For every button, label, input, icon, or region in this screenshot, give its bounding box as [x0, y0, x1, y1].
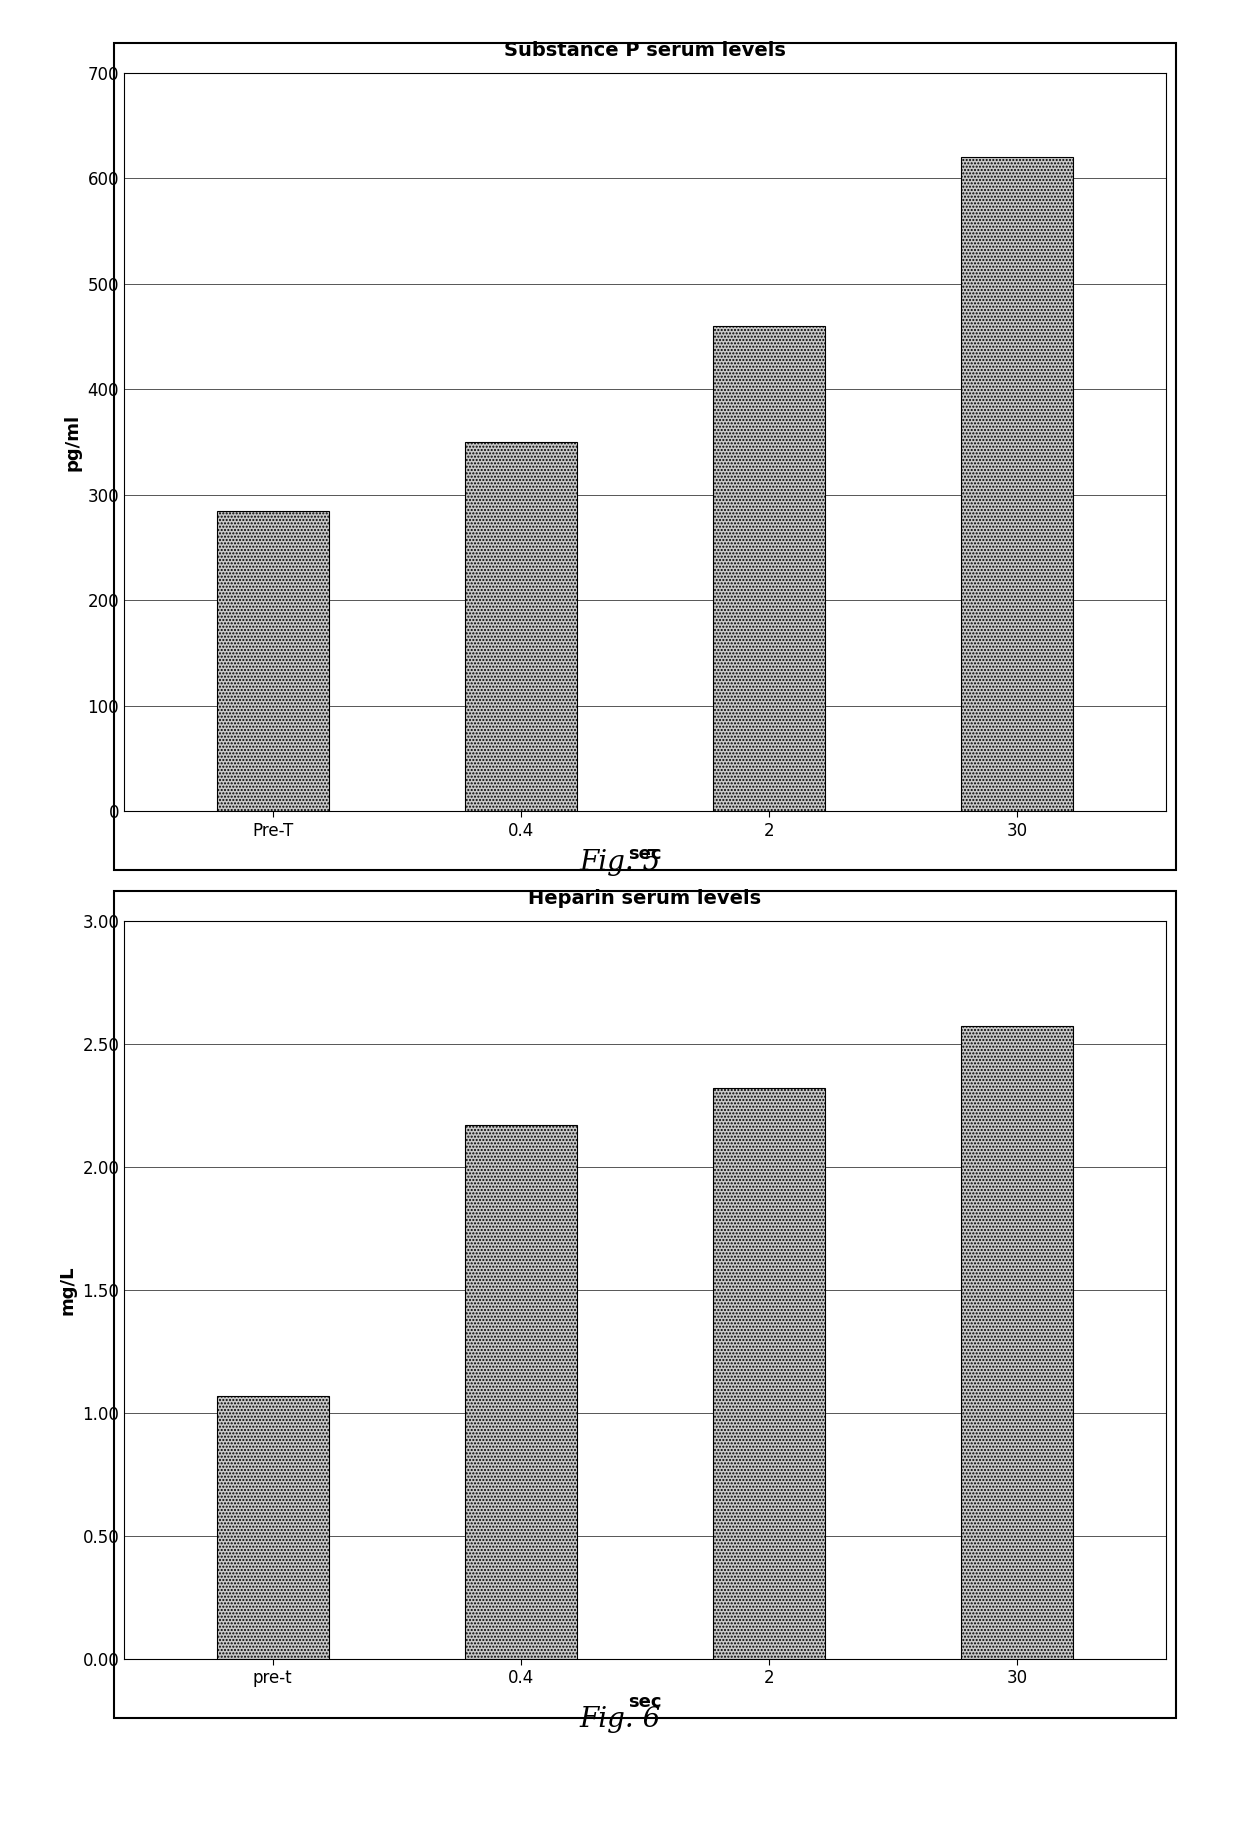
Bar — [713, 1088, 825, 1659]
Text: Fig. 6: Fig. 6 — [579, 1706, 661, 1732]
Title: Heparin serum levels: Heparin serum levels — [528, 890, 761, 908]
Title: Substance P serum levels: Substance P serum levels — [503, 42, 786, 60]
Y-axis label: mg/L: mg/L — [58, 1265, 77, 1314]
Bar — [713, 326, 825, 811]
X-axis label: sec: sec — [627, 1694, 662, 1712]
Bar — [114, 44, 1176, 870]
X-axis label: sec: sec — [627, 846, 662, 864]
Bar — [465, 441, 577, 811]
Bar — [961, 157, 1073, 811]
Bar — [217, 1396, 329, 1659]
Bar — [114, 891, 1176, 1717]
Bar — [465, 1125, 577, 1659]
Bar — [217, 510, 329, 811]
Bar — [961, 1026, 1073, 1659]
Y-axis label: pg/ml: pg/ml — [64, 414, 82, 470]
Text: Fig. 5: Fig. 5 — [579, 850, 661, 875]
